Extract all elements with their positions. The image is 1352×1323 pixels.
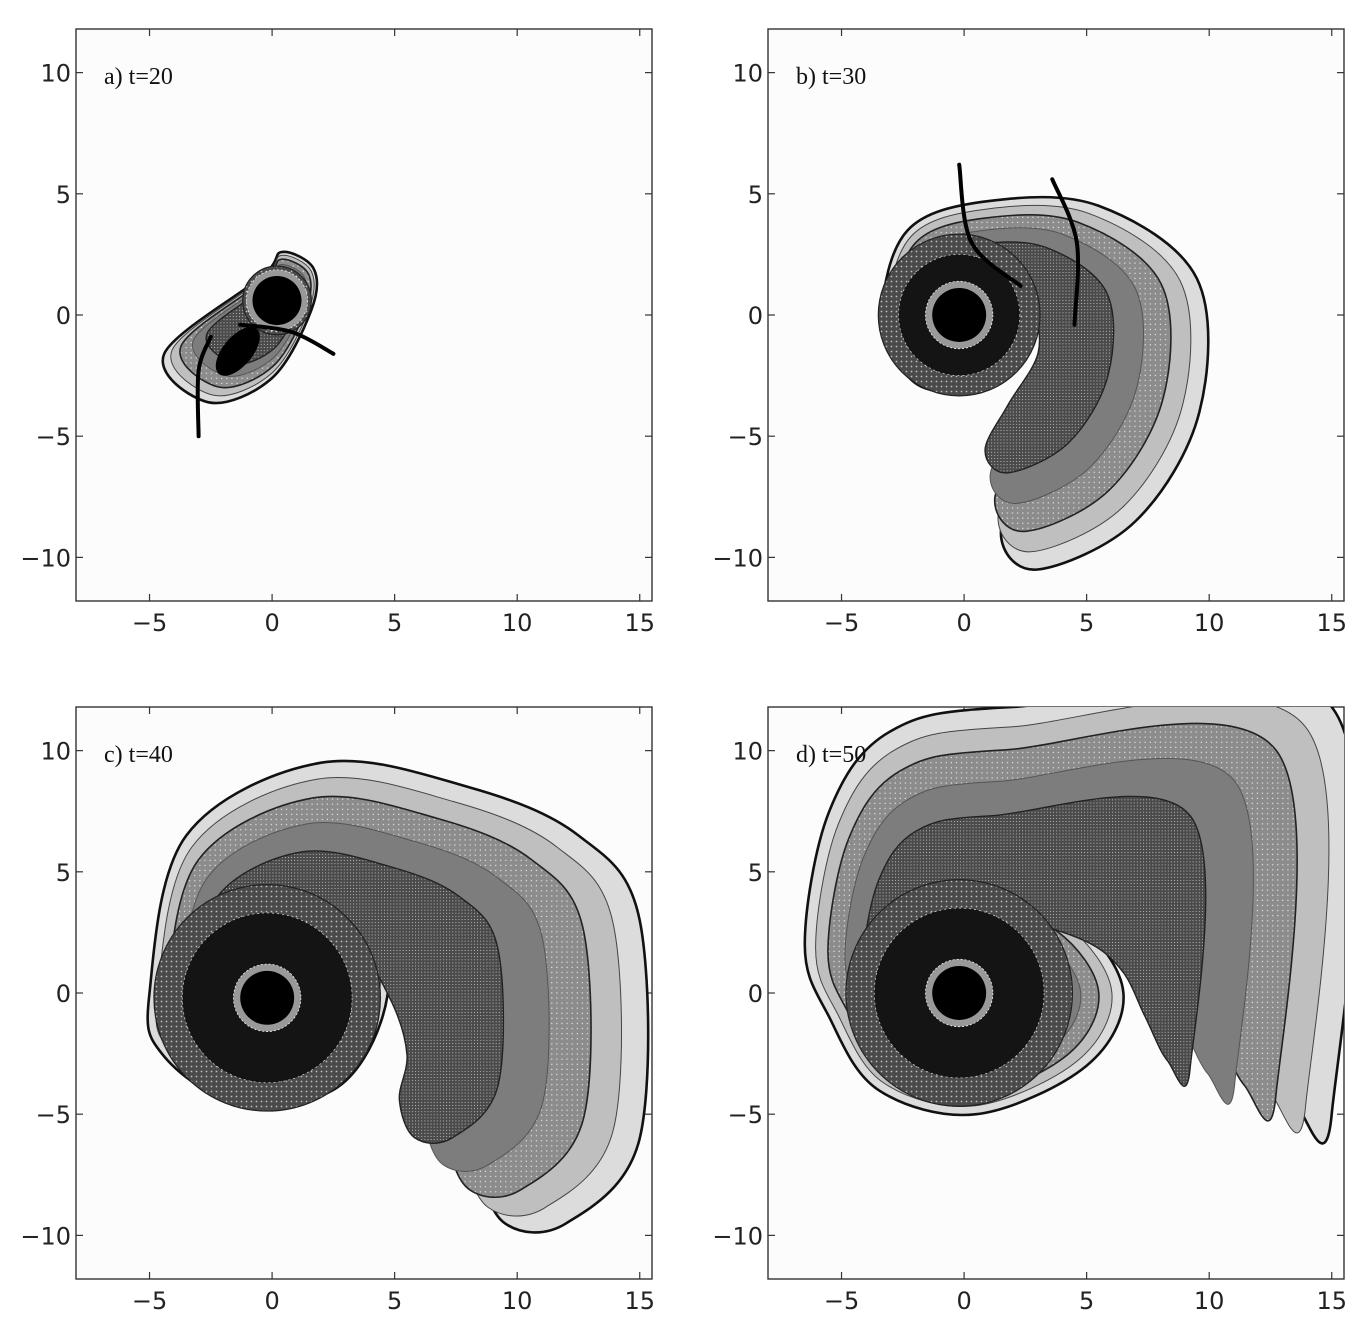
x-tick-label: 10 [502,1287,533,1315]
x-tick-label: 10 [502,609,533,637]
y-tick-label: 5 [56,859,71,887]
x-tick-label: 15 [1316,609,1347,637]
contour-field [161,250,336,439]
shock-arc [195,334,213,439]
y-tick-label: −10 [20,1222,71,1250]
y-tick-label: 5 [56,181,71,209]
x-tick-label: −5 [824,1287,859,1315]
y-tick-label: −5 [728,1101,763,1129]
x-tick-label: 0 [264,1287,279,1315]
y-tick-label: −5 [728,423,763,451]
x-tick-label: −5 [824,609,859,637]
y-tick-label: 10 [732,738,763,766]
y-tick-label: 0 [748,980,763,1008]
panel-d: −5 0 5 10 15 10 5 0 −5 −10 d) t=50 [712,706,1347,1315]
panel-c: −5 0 5 10 15 10 5 0 −5 −10 c) t=40 [20,706,655,1315]
panel-label: a) t=20 [104,64,173,90]
contour-field [877,162,1210,571]
contour-field [803,707,1344,1145]
x-tick-label: 15 [624,609,655,637]
x-tick-label: −5 [132,609,167,637]
plot-frame [75,28,653,602]
panel-label: c) t=40 [104,742,173,768]
y-tick-label: −10 [20,544,71,572]
x-tick-label: 0 [956,1287,971,1315]
x-tick-label: 15 [624,1287,655,1315]
secondary-blob [215,326,260,376]
y-tick-label: 5 [748,859,763,887]
x-tick-label: 5 [387,609,402,637]
y-tick-label: 10 [40,738,71,766]
y-tick-label: −5 [36,423,71,451]
y-tick-label: 10 [732,60,763,88]
shock-arc [957,162,1023,288]
shock-arc [238,322,336,356]
x-tick-label: 10 [1194,609,1225,637]
panel-label: d) t=50 [796,742,866,768]
x-tick-label: 5 [1079,609,1094,637]
y-tick-label: 5 [748,181,763,209]
panel-a: −5 0 5 10 15 10 5 0 −5 −10 a) t=20 [20,28,655,637]
x-tick-label: 0 [264,609,279,637]
y-tick-label: 0 [56,302,71,330]
contour-field [146,759,650,1234]
x-tick-label: −5 [132,1287,167,1315]
x-tick-label: 10 [1194,1287,1225,1315]
panel-label: b) t=30 [796,64,866,90]
y-tick-label: 0 [748,302,763,330]
central-object [240,970,295,1025]
y-tick-label: −10 [712,1222,763,1250]
y-tick-label: −5 [36,1101,71,1129]
x-tick-label: 5 [387,1287,402,1315]
shock-arc [1050,177,1081,327]
y-tick-label: 10 [40,60,71,88]
central-object [932,966,987,1020]
y-tick-label: 0 [56,980,71,1008]
x-tick-label: 15 [1316,1287,1347,1315]
central-object [932,288,987,342]
x-tick-label: 5 [1079,1287,1094,1315]
x-tick-label: 0 [956,609,971,637]
y-tick-label: −10 [712,544,763,572]
panel-b: −5 0 5 10 15 10 5 0 −5 −10 b) t=30 [712,28,1347,637]
central-object [252,275,302,325]
